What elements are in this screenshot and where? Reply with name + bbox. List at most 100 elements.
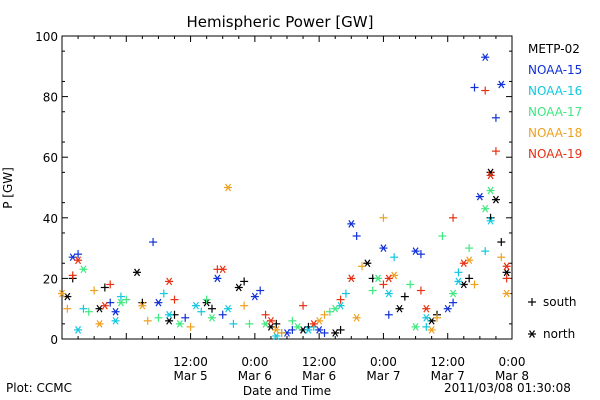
north-point (191, 301, 200, 310)
marker-legend-label: north (543, 327, 575, 341)
north-point (304, 326, 313, 334)
north-point (347, 220, 356, 228)
south-point (438, 231, 447, 240)
north-point (528, 330, 536, 338)
north-point (218, 265, 227, 274)
south-point (336, 295, 345, 304)
north-point (175, 320, 184, 328)
south-point (481, 247, 490, 256)
south-point (186, 322, 195, 331)
south-point (449, 298, 458, 307)
north-point (411, 247, 420, 255)
north-point (384, 274, 393, 283)
south-point (159, 289, 168, 298)
y-tick-label: 80 (43, 91, 58, 105)
south-point (154, 313, 163, 322)
north-point (491, 195, 500, 204)
south-point (149, 238, 158, 247)
north-point (138, 301, 147, 310)
y-tick-label: 20 (43, 272, 58, 286)
south-point (454, 268, 463, 277)
north-point (165, 277, 174, 286)
south-point (100, 283, 109, 292)
south-point (240, 301, 249, 310)
south-point (341, 289, 350, 298)
north-point (422, 304, 431, 313)
north-point (502, 262, 511, 271)
north-point (133, 268, 141, 277)
south-point (491, 113, 500, 122)
south-point (79, 304, 88, 313)
north-point (79, 265, 88, 274)
south-point (106, 280, 115, 289)
south-point (90, 286, 99, 295)
south-point (261, 310, 270, 319)
x-tick-label: 0:00 (241, 355, 268, 369)
north-point (449, 289, 458, 298)
y-tick-label: 60 (43, 151, 58, 165)
series-noaa-16 (74, 216, 495, 340)
north-point (250, 292, 259, 301)
north-point (347, 274, 356, 283)
north-point (443, 304, 452, 313)
north-point (379, 244, 388, 252)
south-point (245, 319, 254, 328)
north-point (213, 274, 222, 283)
south-point (84, 307, 93, 316)
legend-entry: NOAA-18 (528, 126, 582, 140)
north-point (165, 316, 174, 325)
x-tick-label: 12:00 (302, 355, 337, 369)
north-point (454, 277, 463, 286)
south-point (181, 313, 190, 322)
north-point (395, 304, 404, 313)
north-point (111, 316, 120, 325)
x-tick-label: Mar 8 (495, 369, 529, 383)
north-point (352, 313, 361, 322)
series-noaa-19 (68, 86, 511, 328)
south-point (143, 316, 152, 325)
y-tick-label: 100 (35, 30, 58, 44)
south-point (497, 253, 506, 262)
north-point (427, 326, 436, 334)
south-point (465, 274, 474, 283)
x-tick-label: Mar 7 (366, 369, 400, 383)
south-point (449, 213, 458, 222)
south-point (116, 292, 125, 301)
south-point (384, 310, 393, 319)
north-point (111, 307, 120, 316)
north-point (486, 186, 495, 195)
plot-frame (61, 35, 513, 340)
x-tick-label: 0:00 (499, 355, 526, 369)
north-point (481, 204, 490, 213)
marker-legend-label: south (543, 295, 577, 309)
south-point (470, 83, 479, 92)
legend-entry: NOAA-15 (528, 63, 582, 77)
x-axis-label: Date and Time (243, 384, 331, 398)
south-point (299, 301, 308, 310)
north-point (266, 316, 275, 325)
south-point (358, 262, 366, 271)
north-point (475, 192, 484, 201)
north-point (331, 304, 340, 313)
north-point (459, 259, 468, 268)
north-point (116, 298, 125, 307)
series-noaa-17 (79, 186, 495, 331)
y-tick-label: 40 (43, 212, 58, 226)
south-point (379, 213, 388, 222)
north-point (486, 171, 495, 180)
y-axis: 0 20 40 60 80 100 (35, 30, 512, 347)
south-point (406, 280, 415, 289)
north-point (234, 283, 243, 292)
north-point (497, 80, 506, 89)
south-point (491, 147, 500, 156)
south-point (528, 298, 536, 306)
x-tick-label: Mar 5 (174, 369, 208, 383)
south-point (320, 310, 329, 319)
south-point (502, 274, 511, 283)
south-point (288, 316, 297, 325)
marker-legend: south north (528, 295, 577, 341)
north-point (272, 332, 281, 340)
north-point (331, 329, 340, 337)
